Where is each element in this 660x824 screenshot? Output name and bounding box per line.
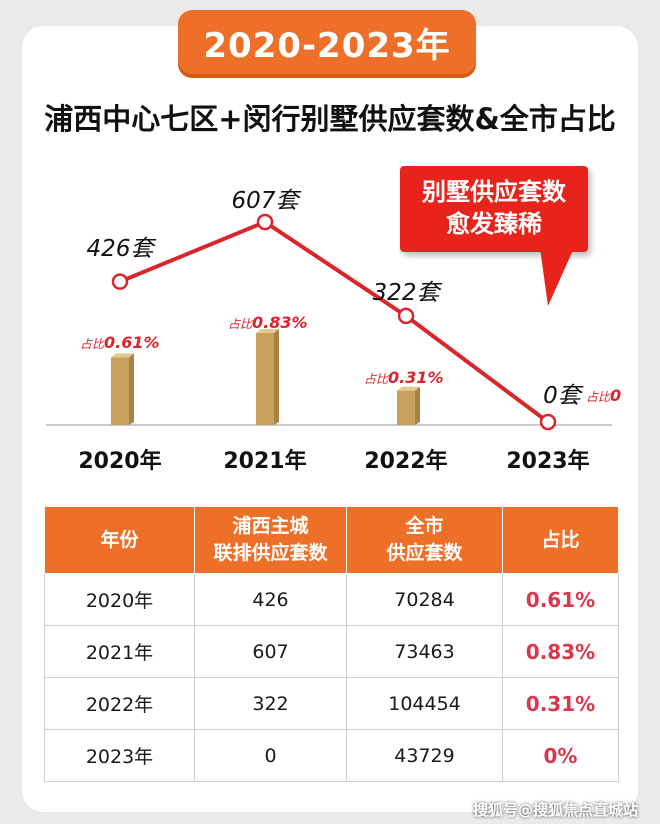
ratio-bar [111,353,134,425]
point-label: 426套 [87,236,157,262]
table-row: 2020年 426 70284 0.61% [44,573,619,626]
series-line [119,220,550,424]
cell-puxi: 426 [194,573,347,626]
ratio-label: 占比0 [586,386,621,405]
cell-year: 2021年 [44,625,195,678]
category-label: 2021年 [223,448,306,474]
series-point [256,213,274,231]
table-row: 2022年 322 104454 0.31% [44,677,619,730]
point-label: 0套 [543,383,584,409]
cell-puxi: 0 [194,729,347,782]
callout-line-1: 别墅供应套数 [422,178,566,206]
cell-city: 104454 [346,677,503,730]
callout-box: 别墅供应套数 愈发臻稀 [400,166,588,252]
category-label: 2020年 [78,448,161,474]
cell-city: 73463 [346,625,503,678]
table-header-row: 年份 浦西主城 联排供应套数 全市 供应套数 占比 [44,506,619,574]
supply-chart: 426套 607套 322套 0套 占比0.61% 占比0.83% 占比0.31% 占比0 20… [46,188,621,474]
category-label: 2023年 [506,448,589,474]
ratio-label: 占比0.61% [80,333,160,352]
callout-line-2: 愈发臻稀 [446,210,542,238]
cell-ratio: 0% [502,729,619,782]
cell-year: 2020年 [44,573,195,626]
cell-year: 2023年 [44,729,195,782]
series-point [111,273,129,290]
watermark: 搜狐号@搜狐焦点直城站 [472,801,638,819]
header-ratio: 占比 [502,506,619,574]
series-point [539,413,557,431]
page-title: 浦西中心七区+闵行别墅供应套数&全市占比 [44,102,616,136]
series-point [397,307,415,325]
cell-puxi: 322 [194,677,347,730]
data-table: 年份 浦西主城 联排供应套数 全市 供应套数 占比 2020年 426 70284 … [44,506,619,782]
point-label: 607套 [232,188,302,214]
category-label: 2022年 [364,448,447,474]
ratio-bar [397,386,420,425]
cell-ratio: 0.31% [502,677,619,730]
cell-ratio: 0.83% [502,625,619,678]
header-year: 年份 [44,506,195,574]
cell-ratio: 0.61% [502,573,619,626]
table-row: 2021年 607 73463 0.83% [44,625,619,678]
year-banner: 2020-2023年 [178,10,476,74]
cell-city: 43729 [346,729,503,782]
header-puxi-supply: 浦西主城 联排供应套数 [194,506,347,574]
header-city-supply: 全市 供应套数 [346,506,503,574]
ratio-label: 占比0.83% [228,313,308,332]
point-label: 322套 [373,280,443,306]
callout-pointer [540,248,574,306]
cell-year: 2022年 [44,677,195,730]
ratio-bar [256,329,279,425]
ratio-label: 占比0.31% [364,368,444,387]
cell-puxi: 607 [194,625,347,678]
table-row: 2023年 0 43729 0% [44,729,619,782]
cell-city: 70284 [346,573,503,626]
